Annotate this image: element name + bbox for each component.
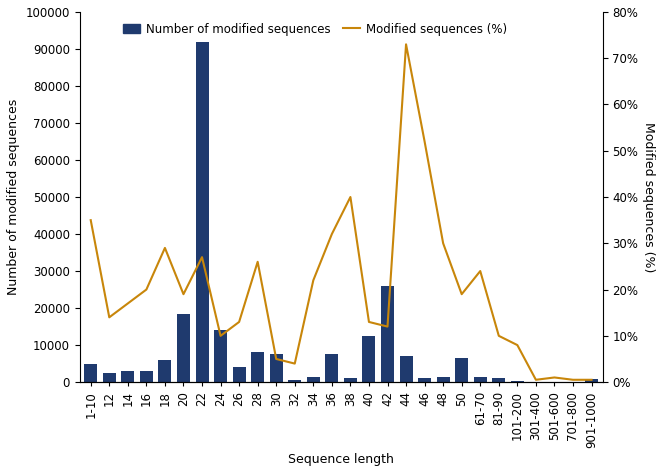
Modified sequences (%)	[161, 245, 169, 251]
Modified sequences (%)	[142, 287, 150, 292]
Bar	[288, 380, 301, 382]
Bar	[437, 377, 449, 382]
Y-axis label: Modified sequences (%): Modified sequences (%)	[642, 122, 655, 272]
Modified sequences (%)	[402, 42, 410, 47]
Modified sequences (%)	[532, 377, 540, 383]
Modified sequences (%)	[383, 324, 391, 329]
X-axis label: Sequence length: Sequence length	[288, 453, 394, 466]
Bar	[269, 354, 283, 382]
Modified sequences (%)	[105, 315, 113, 320]
Modified sequences (%)	[476, 268, 484, 274]
Legend: Number of modified sequences, Modified sequences (%): Number of modified sequences, Modified s…	[118, 18, 512, 40]
Modified sequences (%)	[439, 240, 447, 246]
Modified sequences (%)	[216, 333, 224, 339]
Modified sequences (%)	[291, 361, 299, 367]
Modified sequences (%)	[513, 342, 521, 348]
Bar	[121, 371, 134, 382]
Bar	[232, 368, 246, 382]
Modified sequences (%)	[346, 194, 354, 200]
Modified sequences (%)	[124, 301, 132, 307]
Bar	[344, 378, 357, 382]
Bar	[325, 354, 338, 382]
Bar	[158, 360, 171, 382]
Bar	[585, 379, 598, 382]
Bar	[177, 314, 190, 382]
Modified sequences (%)	[198, 254, 206, 260]
Bar	[493, 378, 505, 382]
Modified sequences (%)	[551, 375, 559, 380]
Bar	[418, 378, 431, 382]
Bar	[140, 371, 153, 382]
Modified sequences (%)	[179, 291, 187, 297]
Bar	[400, 356, 412, 382]
Modified sequences (%)	[309, 278, 317, 283]
Modified sequences (%)	[420, 139, 428, 144]
Bar	[381, 286, 394, 382]
Modified sequences (%)	[588, 377, 596, 383]
Bar	[103, 373, 116, 382]
Y-axis label: Number of modified sequences: Number of modified sequences	[7, 99, 20, 295]
Modified sequences (%)	[365, 319, 373, 325]
Bar	[363, 336, 375, 382]
Bar	[455, 358, 468, 382]
Bar	[474, 377, 487, 382]
Modified sequences (%)	[235, 319, 243, 325]
Bar	[195, 42, 209, 382]
Modified sequences (%)	[254, 259, 261, 264]
Modified sequences (%)	[87, 217, 95, 223]
Bar	[511, 381, 524, 382]
Bar	[307, 377, 320, 382]
Modified sequences (%)	[272, 356, 280, 362]
Bar	[251, 352, 264, 382]
Bar	[214, 330, 227, 382]
Modified sequences (%)	[495, 333, 502, 339]
Line: Modified sequences (%): Modified sequences (%)	[91, 44, 592, 380]
Bar	[84, 364, 97, 382]
Modified sequences (%)	[569, 377, 577, 383]
Modified sequences (%)	[457, 291, 465, 297]
Modified sequences (%)	[328, 231, 336, 237]
